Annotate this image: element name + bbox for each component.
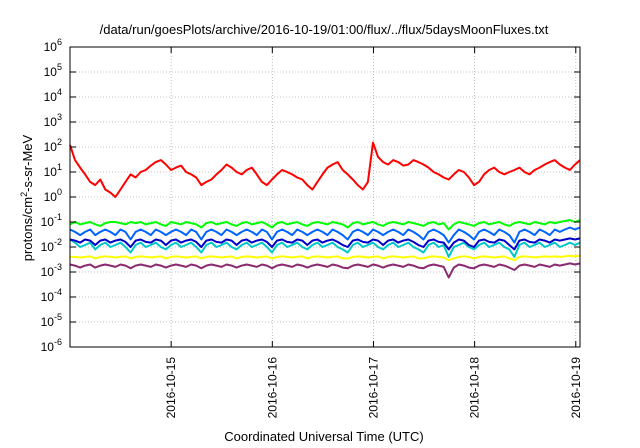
y-tick-label: 10-4 — [41, 287, 62, 304]
x-tick-label: 2016-10-15 — [164, 357, 178, 419]
plot-frame — [69, 46, 581, 348]
x-tick-label: 2016-10-17 — [366, 357, 380, 419]
series-line-0 — [69, 141, 581, 198]
x-axis-label: Coordinated Universal Time (UTC) — [224, 429, 423, 444]
y-tick-label: 10-3 — [41, 262, 62, 279]
axis-ticks: 10-6 10-5 10-4 10-3 10-2 10-1 100 101 102 103 104 1… — [41, 37, 583, 418]
y-tick-label: 10-2 — [41, 237, 62, 254]
y-tick-label: 105 — [44, 62, 62, 79]
y-tick-label: 100 — [44, 187, 62, 204]
series-line-5 — [70, 254, 581, 262]
y-tick-label: 106 — [44, 37, 62, 54]
y-tick-label: 101 — [44, 162, 62, 179]
x-tick-label: 2016-10-19 — [569, 357, 583, 419]
chart-title: /data/run/goesPlots/archive/2016-10-19/0… — [100, 22, 549, 37]
series-line-3 — [69, 226, 581, 244]
y-tick-label: 10-1 — [41, 212, 62, 229]
series-line-1 — [69, 219, 581, 231]
x-tick-label: 2016-10-16 — [265, 357, 279, 419]
y-tick-label: 102 — [44, 137, 62, 154]
series-line-2 — [69, 238, 581, 258]
y-axis-label: protons/cm2-s-sr-MeV — [19, 134, 35, 261]
grid-lines — [70, 47, 580, 347]
y-tick-label: 104 — [44, 87, 62, 104]
y-tick-label: 10-6 — [41, 337, 62, 354]
series-lines — [69, 141, 581, 279]
y-tick-label: 10-5 — [41, 312, 62, 329]
x-tick-label: 2016-10-18 — [468, 357, 482, 419]
y-tick-label: 103 — [44, 112, 62, 129]
series-line-4 — [69, 237, 581, 251]
series-line-6 — [69, 262, 581, 279]
